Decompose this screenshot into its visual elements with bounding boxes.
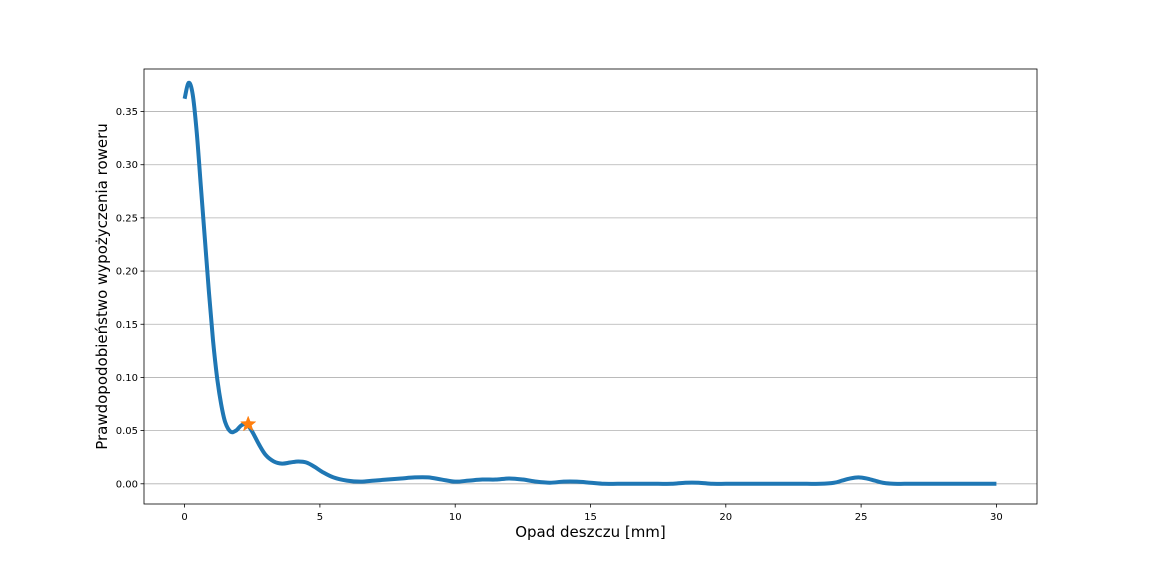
y-tick-label: 0.25 — [116, 213, 138, 224]
x-tick-label: 5 — [317, 512, 323, 523]
series-layer — [182, 80, 997, 486]
y-tick-label: 0.30 — [116, 160, 138, 171]
series-line — [182, 80, 997, 486]
x-tick-label: 10 — [449, 512, 462, 523]
y-tick-label: 0.15 — [116, 320, 138, 331]
x-axis-ticks: 0 5 10 15 20 25 30 — [181, 504, 1003, 523]
y-tick-label: 0.10 — [116, 373, 138, 384]
y-grid-lines — [144, 111, 1037, 485]
x-tick-label: 15 — [584, 512, 597, 523]
x-tick-label: 0 — [181, 512, 187, 523]
x-tick-label: 20 — [719, 512, 732, 523]
y-axis-label: Prawdopodobieństwo wypożyczenia roweru — [93, 123, 111, 450]
x-tick-label: 30 — [990, 512, 1003, 523]
x-axis-label: Opad deszczu [mm] — [515, 523, 666, 541]
y-tick-label: 0.00 — [116, 479, 138, 490]
marker-layer — [239, 415, 257, 432]
y-tick-label: 0.35 — [116, 107, 138, 118]
y-tick-label: 0.05 — [116, 426, 138, 437]
star-marker — [239, 415, 257, 432]
x-tick-label: 25 — [855, 512, 868, 523]
y-axis-ticks: 0.00 0.05 0.10 0.15 0.20 0.25 0.30 0.35 — [116, 107, 144, 490]
y-tick-label: 0.20 — [116, 267, 138, 278]
